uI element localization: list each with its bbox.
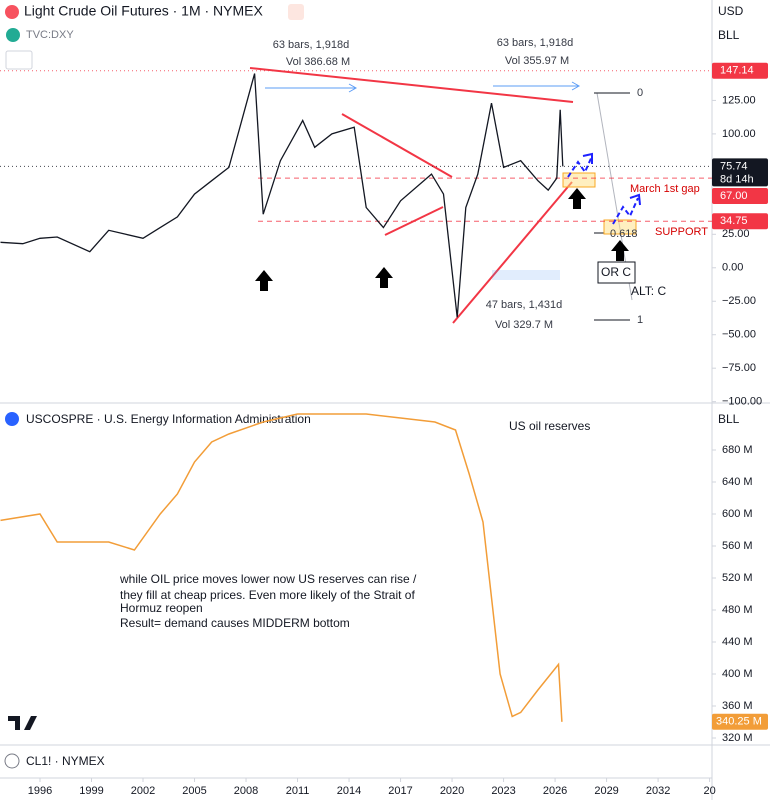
y-tick-label: 0.00 (722, 262, 743, 274)
annotation: Vol 329.7 M (495, 319, 553, 331)
annotation: ALT: C (631, 284, 666, 298)
chart-title: USCOSPRE · U.S. Energy Information Admin… (26, 412, 311, 426)
target-box (603, 219, 637, 235)
range-arrow (348, 83, 358, 93)
fib-label: 0.618 (610, 228, 638, 240)
price-label-bg (712, 188, 768, 204)
price-label-bg (712, 158, 768, 187)
x-tick-label: 2020 (440, 785, 464, 797)
y-tick-label: −50.00 (722, 329, 756, 341)
y-tick-label: 600 M (722, 508, 753, 520)
annotation: US oil reserves (509, 419, 590, 433)
unit[interactable]: BLL (718, 28, 740, 42)
y-tick-label: −75.00 (722, 362, 756, 374)
collapse-button[interactable] (5, 50, 33, 70)
x-tick-label: 2008 (234, 785, 258, 797)
label-box (597, 261, 636, 284)
x-tick-label: 2014 (337, 785, 361, 797)
note-line: Hormuz reopen (120, 601, 203, 615)
unit[interactable]: BLL (718, 412, 740, 426)
fib-label: 1 (637, 314, 643, 326)
note-line: while OIL price moves lower now US reser… (119, 572, 417, 586)
price-label-bg (712, 62, 768, 79)
symbol-icon (5, 412, 19, 426)
note-line: Result= demand causes MIDDERM bottom (120, 616, 350, 630)
x-tick-label: 2026 (543, 785, 567, 797)
trend-line (452, 181, 573, 324)
currency-icon (288, 4, 304, 20)
up-arrow (568, 188, 586, 209)
annotation: Vol 355.97 M (505, 55, 569, 67)
x-tick-label: 1999 (79, 785, 103, 797)
chart-title: Light Crude Oil Futures · 1M · NYMEX (24, 3, 264, 19)
annotation: March 1st gap (630, 183, 700, 195)
up-arrow (611, 240, 629, 261)
up-arrow (375, 267, 393, 288)
annotation: 47 bars, 1,431d (486, 299, 562, 311)
x-tick-label: 2029 (594, 785, 618, 797)
drawings (249, 67, 641, 324)
projection-arrow (567, 155, 593, 178)
y-tick-label: 125.00 (722, 94, 756, 106)
arrows (255, 188, 629, 291)
currency[interactable]: USD (718, 4, 744, 18)
series-line (0, 73, 564, 318)
annotation: OR C (601, 265, 631, 279)
y-tick-label: 360 M (722, 700, 753, 712)
trend-line (341, 113, 453, 178)
x-tick-label: 2023 (491, 785, 515, 797)
y-tick-label: 440 M (722, 636, 753, 648)
fib-label: 0 (637, 87, 643, 99)
annotation: SUPPORT (655, 226, 708, 238)
trend-line (249, 67, 574, 103)
price-label: 34.75 (720, 215, 748, 227)
x-tick-label: 20 (703, 785, 715, 797)
annotation: 63 bars, 1,918d (497, 37, 573, 49)
projection-arrow (582, 152, 593, 164)
price-label-bg (712, 213, 768, 230)
logo (8, 716, 37, 730)
target-box (562, 172, 596, 188)
price-label: 75.74 (720, 160, 748, 172)
x-tick-label: 2017 (388, 785, 412, 797)
y-tick-label: −100.00 (722, 396, 762, 408)
footer-symbol: CL1! · NYMEX (26, 754, 105, 768)
range-box (492, 270, 560, 280)
x-tick-label: 2005 (182, 785, 206, 797)
x-tick-label: 2011 (286, 785, 310, 797)
last-value-label: 340.25 M (716, 716, 762, 728)
y-tick-label: 400 M (722, 668, 753, 680)
y-tick-label: 480 M (722, 604, 753, 616)
up-arrow (255, 270, 273, 291)
compare-symbol: TVC:DXY (26, 29, 74, 41)
y-tick-label: 560 M (722, 540, 753, 552)
compare-icon (6, 28, 20, 42)
projection-arrow (612, 197, 639, 225)
x-tick-label: 1996 (28, 785, 52, 797)
y-tick-label: 680 M (722, 444, 753, 456)
y-tick-label: 25.00 (722, 228, 750, 240)
y-tick-label: 520 M (722, 572, 753, 584)
projection-arrow (629, 193, 641, 206)
countdown: 8d 14h (720, 173, 754, 185)
y-tick-label: 100.00 (722, 128, 756, 140)
y-tick-label: 320 M (722, 732, 753, 744)
series-line (0, 413, 563, 722)
note-line: they fill at cheap prices. Even more lik… (120, 588, 415, 602)
x-tick-label: 2002 (131, 785, 155, 797)
annotation: Vol 386.68 M (286, 56, 350, 68)
price-label: 147.14 (720, 65, 754, 77)
y-tick-label: −25.00 (722, 295, 756, 307)
y-tick-label: 640 M (722, 476, 753, 488)
price-label: 67.00 (720, 190, 748, 202)
last-value-bg (712, 713, 768, 730)
symbol-icon (5, 5, 19, 19)
x-tick-label: 2032 (646, 785, 670, 797)
range-arrow (571, 81, 581, 91)
symbol-icon (4, 753, 20, 769)
annotation: 63 bars, 1,918d (273, 39, 349, 51)
